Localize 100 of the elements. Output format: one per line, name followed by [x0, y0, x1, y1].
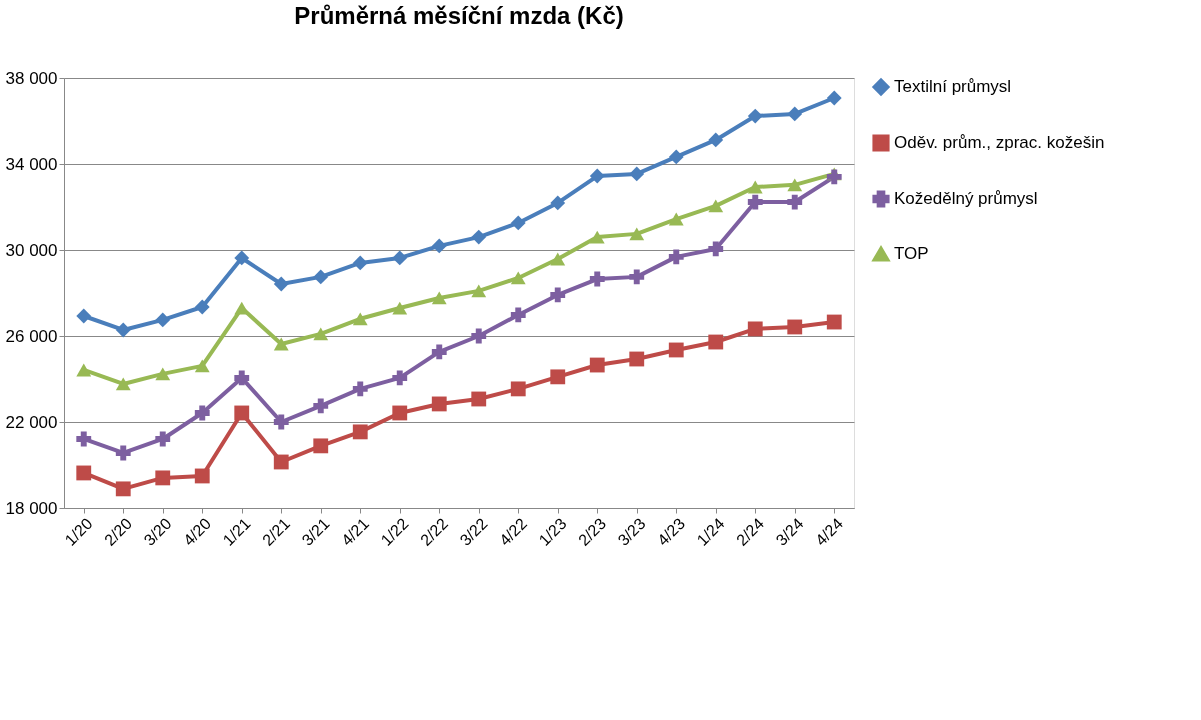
point — [708, 199, 724, 213]
point — [431, 238, 447, 254]
point — [273, 454, 289, 470]
point — [194, 359, 210, 373]
point — [313, 398, 329, 414]
point — [155, 312, 171, 328]
point — [826, 90, 842, 106]
y-tick-label: 30 000 — [5, 240, 58, 260]
point — [550, 369, 566, 385]
point — [668, 342, 684, 358]
point — [747, 321, 763, 337]
point — [787, 319, 803, 335]
x-tick-label: 4/22 — [496, 514, 531, 549]
chart-title: Průměrná měsíční mzda (Kč) — [294, 2, 624, 29]
x-tick-label: 4/23 — [654, 514, 689, 549]
legend-label: TOP — [894, 244, 929, 263]
point — [787, 178, 803, 192]
point — [273, 414, 289, 430]
point — [155, 367, 171, 381]
point — [76, 465, 92, 481]
point — [313, 327, 329, 341]
point — [708, 241, 724, 257]
point — [589, 271, 605, 287]
x-tick-label: 3/20 — [140, 514, 175, 549]
x-tick-label: 4/20 — [180, 514, 215, 549]
point — [550, 195, 566, 211]
point — [155, 431, 171, 447]
point — [194, 299, 210, 315]
point — [629, 269, 645, 285]
y-tick-label: 26 000 — [5, 326, 58, 346]
point — [115, 322, 131, 338]
point — [194, 405, 210, 421]
point — [234, 405, 250, 421]
point — [234, 250, 250, 266]
x-tick-label: 1/23 — [535, 514, 570, 549]
point — [747, 108, 763, 124]
point — [747, 194, 763, 210]
point — [510, 271, 526, 285]
point — [668, 212, 684, 226]
point — [708, 334, 724, 350]
point — [76, 308, 92, 324]
y-tick-label: 22 000 — [5, 412, 58, 432]
point — [76, 431, 92, 447]
point — [510, 381, 526, 397]
point — [589, 168, 605, 184]
point — [826, 169, 842, 185]
point — [510, 307, 526, 323]
point — [313, 269, 329, 285]
legend-label: Textilní průmysl — [894, 77, 1012, 96]
point — [352, 255, 368, 271]
legend-label: Kožedělný průmysl — [894, 189, 1038, 208]
point — [155, 470, 171, 486]
point — [352, 381, 368, 397]
point — [392, 405, 408, 421]
point — [352, 424, 368, 440]
x-tick-label: 3/21 — [298, 514, 333, 549]
point — [392, 301, 408, 315]
point — [115, 377, 131, 391]
point — [550, 252, 566, 266]
point — [76, 363, 92, 377]
point — [471, 328, 487, 344]
point — [273, 276, 289, 292]
point — [194, 468, 210, 484]
point — [313, 438, 329, 454]
point — [629, 351, 645, 367]
point — [234, 370, 250, 386]
x-tick-label: 3/22 — [456, 514, 491, 549]
point — [352, 312, 368, 326]
point — [115, 445, 131, 461]
x-tick-label: 1/21 — [219, 514, 254, 549]
point — [471, 284, 487, 298]
point — [629, 166, 645, 182]
point — [787, 194, 803, 210]
point — [431, 344, 447, 360]
y-tick-label: 38 000 — [5, 68, 58, 88]
point — [826, 314, 842, 330]
x-tick-label: 4/21 — [338, 514, 373, 549]
point — [392, 370, 408, 386]
point — [629, 227, 645, 241]
point — [510, 215, 526, 231]
point — [471, 229, 487, 245]
point — [431, 396, 447, 412]
point — [589, 230, 605, 244]
point — [115, 481, 131, 497]
point — [392, 250, 408, 266]
x-tick-label: 2/21 — [259, 514, 294, 549]
point — [708, 132, 724, 148]
point — [668, 249, 684, 265]
point — [273, 337, 289, 351]
point — [668, 149, 684, 165]
y-tick-label: 34 000 — [5, 154, 58, 174]
point — [787, 106, 803, 122]
x-tick-label: 4/24 — [812, 514, 847, 549]
x-tick-label: 3/23 — [614, 514, 649, 549]
y-tick-label: 18 000 — [5, 498, 58, 518]
point — [589, 357, 605, 373]
point — [550, 287, 566, 303]
point — [471, 391, 487, 407]
point — [431, 291, 447, 305]
point — [747, 180, 763, 194]
